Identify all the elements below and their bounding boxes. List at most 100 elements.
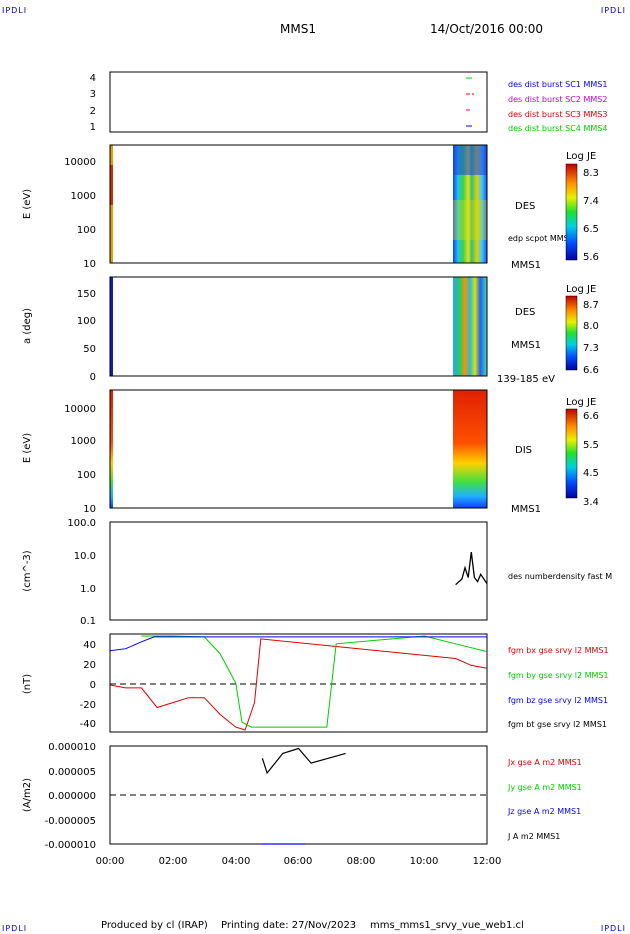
tick-p2-2: 100 <box>77 225 96 236</box>
page-date: 14/Oct/2016 00:00 <box>430 22 544 36</box>
cbar-title-p4: Log JE <box>566 397 596 408</box>
label-sc-p3: MMS1 <box>511 340 541 351</box>
label-range-p3: 139-185 eV <box>497 374 555 385</box>
bx-line <box>109 638 488 731</box>
footer-file: mms_mms1_srvy_vue_web1.cl <box>370 920 524 931</box>
panel-bfield: 40 20 0 -20 -40 (nT) fgm bx gse srvy l2 … <box>22 633 609 733</box>
panel-des-energy: 10000 1000 100 10 E (eV) DES edp scpot M… <box>22 144 599 271</box>
legend-bz: fgm bz gse srvy l2 MMS1 <box>508 696 608 705</box>
bz-line <box>109 636 487 652</box>
spectrogram-des-energy-mid <box>453 200 487 240</box>
cbar-tick-p3-1: 8.0 <box>583 321 599 332</box>
tick-p1-3: 1 <box>90 122 96 133</box>
tick-p3-2: 50 <box>83 344 96 355</box>
ylabel-p7: (A/m2) <box>22 778 33 812</box>
panel-density-frame <box>109 521 488 621</box>
cbar-tick-p4-0: 6.6 <box>583 411 599 422</box>
tick-p7-1: 0.000005 <box>48 767 96 778</box>
spectrogram-des-energy-top <box>453 145 487 175</box>
legend-jy: Jy gse A m2 MMS1 <box>507 783 582 792</box>
tick-p6-0: 40 <box>83 640 96 651</box>
legend-j: J A m2 MMS1 <box>507 832 560 841</box>
ylabel-p4: E (eV) <box>22 433 33 463</box>
tick-p4-1: 1000 <box>71 436 96 447</box>
density-series <box>455 552 488 586</box>
panel-des-energy-frame <box>109 144 488 264</box>
tick-p7-0: 0.000010 <box>48 742 96 753</box>
legend-bt: fgm bt gse srvy l2 MMS1 <box>508 720 607 729</box>
tick-p4-0: 10000 <box>64 404 96 415</box>
spectrogram-des-pitch <box>453 277 487 376</box>
xtick-6: 12:00 <box>473 856 502 867</box>
xtick-2: 04:00 <box>222 856 251 867</box>
legend-bx: fgm bx gse srvy l2 MMS1 <box>508 646 609 655</box>
cbar-tick-p3-3: 6.6 <box>583 365 599 376</box>
tick-p5-2: 1.0 <box>80 584 96 595</box>
panel-dis-energy: 10000 1000 100 10 E (eV) DIS MMS1 Log JE… <box>22 389 599 515</box>
panel-current: 0.000010 0.000005 0.000000 -0.000005 -0.… <box>22 742 582 851</box>
xtick-4: 08:00 <box>347 856 376 867</box>
panel-des-pitch-frame <box>109 276 488 377</box>
cbar-tick-p2-2: 6.5 <box>583 224 599 235</box>
legend-jx: Jx gse A m2 MMS1 <box>507 758 582 767</box>
spectrogram-dis-energy <box>453 390 487 508</box>
ylabel-p2: E (eV) <box>22 189 33 219</box>
cbar-tick-p4-3: 3.4 <box>583 497 599 508</box>
label-des-p2: DES <box>515 201 535 212</box>
page-title: MMS1 <box>280 22 316 36</box>
label-scpot: edp scpot MMS1 <box>508 234 574 243</box>
label-des-p3: DES <box>515 307 535 318</box>
spec-strip-left-hot <box>110 165 113 205</box>
tick-p1-0: 4 <box>90 73 96 84</box>
legend-by: fgm by gse srvy l2 MMS1 <box>508 671 609 680</box>
tick-p3-3: 0 <box>90 372 96 383</box>
x-axis: 00:00 02:00 04:00 06:00 08:00 10:00 12:0… <box>96 856 502 867</box>
xtick-0: 00:00 <box>96 856 125 867</box>
tick-p7-2: 0.000000 <box>48 791 96 802</box>
tick-p3-0: 150 <box>77 289 96 300</box>
ylabel-p6: (nT) <box>22 674 33 694</box>
cbar-tick-p4-1: 5.5 <box>583 440 599 451</box>
panel-burst: 4 3 2 1 des dist burst SC1 MMS1 des dist… <box>90 71 607 133</box>
footer-produced: Produced by cl (IRAP) <box>101 920 208 931</box>
tick-p3-1: 100 <box>77 316 96 327</box>
bfield-series <box>109 635 488 731</box>
dis-strip-left <box>110 390 113 508</box>
panel-des-pitch: 150 100 50 0 a (deg) DES MMS1 139-185 eV… <box>22 276 599 385</box>
corner-mark-tl: IPDLI <box>2 6 28 15</box>
tick-p6-3: -20 <box>80 700 96 711</box>
tick-p6-1: 20 <box>83 660 96 671</box>
current-series <box>260 747 346 845</box>
tick-p5-3: 0.1 <box>80 616 96 627</box>
legend-burst-mms2: des dist burst SC2 MMS2 <box>508 95 607 104</box>
pitch-strip-left <box>110 277 113 376</box>
ylabel-p5: (cm^-3) <box>22 550 33 591</box>
xtick-3: 06:00 <box>284 856 313 867</box>
label-dis-p4: DIS <box>515 445 532 456</box>
corner-mark-tr: IPDLI <box>600 6 626 15</box>
cbar-tick-p3-2: 7.3 <box>583 343 599 354</box>
tick-p7-4: -0.000010 <box>45 840 96 851</box>
ylabel-p3: a (deg) <box>22 308 33 344</box>
corner-mark-bl: IPDLI <box>2 924 28 933</box>
legend-density: des numberdensity fast M <box>508 572 612 581</box>
tick-p6-4: -40 <box>80 719 96 730</box>
tick-p1-2: 2 <box>90 106 96 117</box>
legend-burst-mms3: des dist burst SC3 MMS3 <box>508 110 607 119</box>
tick-p4-2: 100 <box>77 470 96 481</box>
panel-burst-frame <box>109 71 488 133</box>
xtick-5: 10:00 <box>410 856 439 867</box>
cbar-tick-p2-3: 5.6 <box>583 252 599 263</box>
tick-p2-3: 10 <box>83 259 96 270</box>
label-sc-p4: MMS1 <box>511 504 541 515</box>
footer-printing: Printing date: 27/Nov/2023 <box>221 920 357 931</box>
legend-burst-mms4: des dist burst SC4 MMS4 <box>508 124 607 133</box>
tick-p1-1: 3 <box>90 89 96 100</box>
tick-p7-3: -0.000005 <box>45 816 96 827</box>
tick-p2-0: 10000 <box>64 157 96 168</box>
tick-p5-1: 10.0 <box>74 551 96 562</box>
cbar-title-p3: Log JE <box>566 284 596 295</box>
xtick-1: 02:00 <box>159 856 188 867</box>
cbar-tick-p3-0: 8.7 <box>583 300 599 311</box>
tick-p5-0: 100.0 <box>67 518 96 529</box>
